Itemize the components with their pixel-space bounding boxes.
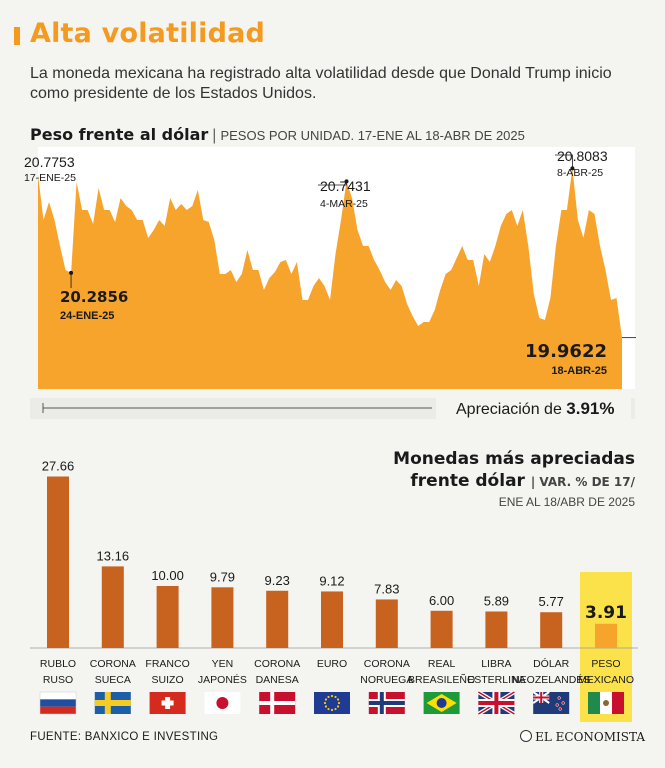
sweden-flag — [94, 692, 131, 714]
line-chart-subtitle: PESOS POR UNIDAD. 17-ENE AL 18-ABR DE 20… — [220, 128, 525, 143]
category-label-line1-0: RUBLO — [40, 658, 76, 670]
bar-chart-title-block: Monedas más apreciadas frente dólar | VA… — [393, 448, 635, 512]
bar-value-label-10: 3.91 — [585, 603, 627, 623]
appreciation-label: Apreciación de — [456, 401, 562, 418]
annotation-end-date: 18-ABR-25 — [551, 365, 607, 377]
annotation-end-value: 19.9622 — [525, 341, 607, 362]
bar-3 — [211, 587, 234, 648]
bar-8 — [485, 611, 508, 648]
category-label-line2-0: RUSO — [43, 674, 73, 686]
category-label-line2-7: BREASILEÑO — [408, 673, 475, 686]
category-label-line1-3: YEN — [212, 658, 234, 670]
annotation-apr-high-leader — [555, 154, 573, 169]
brand-dot-icon — [520, 730, 533, 742]
page-subtitle: La moneda mexicana ha registrado alta vo… — [30, 65, 612, 102]
bar-5 — [321, 591, 343, 648]
bar-value-label-6: 7.83 — [374, 581, 399, 596]
bar-value-label-5: 9.12 — [319, 573, 344, 588]
bar-6 — [375, 599, 398, 648]
annotation-start-value: 20.7753 — [24, 154, 75, 170]
new-zealand-flag — [532, 691, 570, 714]
line-chart-title-row: Peso frente al dólar | PESOS POR UNIDAD. 1… — [30, 125, 525, 144]
category-label-line2-10: MEXICANO — [578, 674, 634, 686]
brazil-flag — [423, 692, 460, 714]
annotation-apr-high-value: 20.8083 — [557, 148, 608, 164]
category-label-line1-6: CORONA — [364, 658, 410, 670]
bar-chart-subtitle-line1: VAR. % DE 17/ — [539, 475, 635, 489]
category-label-line2-8: ESTERLINA — [467, 674, 525, 686]
bar-chart-subtitle-line2: ENE AL 18/ABR DE 2025 — [498, 495, 635, 509]
bar-value-label-3: 9.79 — [210, 569, 235, 584]
bar-1 — [101, 566, 124, 648]
uk-flag — [477, 690, 516, 716]
category-label-line2-9: NEOZELANDÉS — [512, 673, 590, 686]
brand-name: EL ECONOMISTA — [535, 730, 645, 744]
bar-7 — [430, 610, 453, 648]
appreciation-label-bg — [436, 396, 631, 421]
annotation-low-jan-value: 20.2856 — [60, 288, 128, 306]
bar-value-label-9: 5.77 — [539, 594, 564, 609]
category-label-line2-2: SUIZO — [152, 674, 184, 686]
category-label-line2-4: DANESA — [256, 674, 299, 686]
japan-flag — [204, 692, 241, 714]
annotation-mar-value: 20.7431 — [320, 178, 371, 194]
bar-value-label-8: 5.89 — [484, 593, 509, 608]
bar-4 — [266, 590, 289, 648]
appreciation-text: Apreciación de 3.91% — [456, 399, 615, 419]
appreciation-value: 3.91% — [566, 399, 615, 418]
bar-peso-mexicano — [595, 623, 617, 648]
line-chart-title: Peso frente al dólar — [30, 125, 209, 144]
annotation-mar-leader — [318, 181, 347, 186]
bar-value-label-7: 6.00 — [429, 593, 454, 608]
brand-logo: EL ECONOMISTA — [520, 730, 645, 744]
category-label-line2-6: NORUEGA — [360, 674, 413, 686]
bar-0 — [47, 476, 69, 648]
bar-value-label-2: 10.00 — [151, 568, 184, 583]
eu-flag — [314, 692, 350, 714]
category-label-line1-7: REAL — [428, 658, 456, 670]
bar-chart-title-line1: Monedas más apreciadas — [393, 449, 635, 469]
category-label-line1-2: FRANCO — [145, 658, 189, 670]
mexico-flag — [588, 692, 624, 714]
annotation-mar-date: 4-MAR-25 — [320, 198, 368, 210]
category-label-line2-1: SUECA — [95, 674, 131, 686]
category-label-line1-4: CORONA — [254, 658, 300, 670]
annotation-apr-high-date: 8-ABR-25 — [557, 167, 603, 179]
source-note: FUENTE: BANXICO E INVESTING — [30, 731, 219, 743]
russia-flag — [39, 691, 77, 715]
category-label-line1-5: EURO — [317, 658, 347, 670]
bar-value-label-1: 13.16 — [97, 548, 130, 563]
bar-value-label-0: 27.66 — [42, 459, 75, 474]
annotation-low-jan-date: 24-ENE-25 — [60, 310, 114, 322]
bar-value-label-4: 9.23 — [265, 573, 290, 588]
bar-2 — [156, 586, 179, 648]
switzerland-flag — [149, 692, 186, 714]
page-title: Alta volatilidad — [30, 18, 266, 49]
bar-chart-title-line2: frente dólar — [410, 471, 525, 491]
category-label-line1-8: LIBRA — [481, 658, 511, 670]
category-label-line1-9: DÓLAR — [533, 657, 570, 670]
category-label-line1-10: PESO — [591, 658, 620, 670]
annotation-start-date: 17-ENE-25 — [24, 172, 76, 184]
category-label-line1-1: CORONA — [90, 658, 136, 670]
bar-9 — [540, 612, 563, 648]
denmark-flag — [259, 692, 296, 714]
norway-flag — [368, 692, 405, 714]
peso-area-series — [38, 168, 622, 389]
title-accent-bar — [14, 27, 20, 45]
category-label-line2-3: JAPONÉS — [198, 673, 247, 686]
